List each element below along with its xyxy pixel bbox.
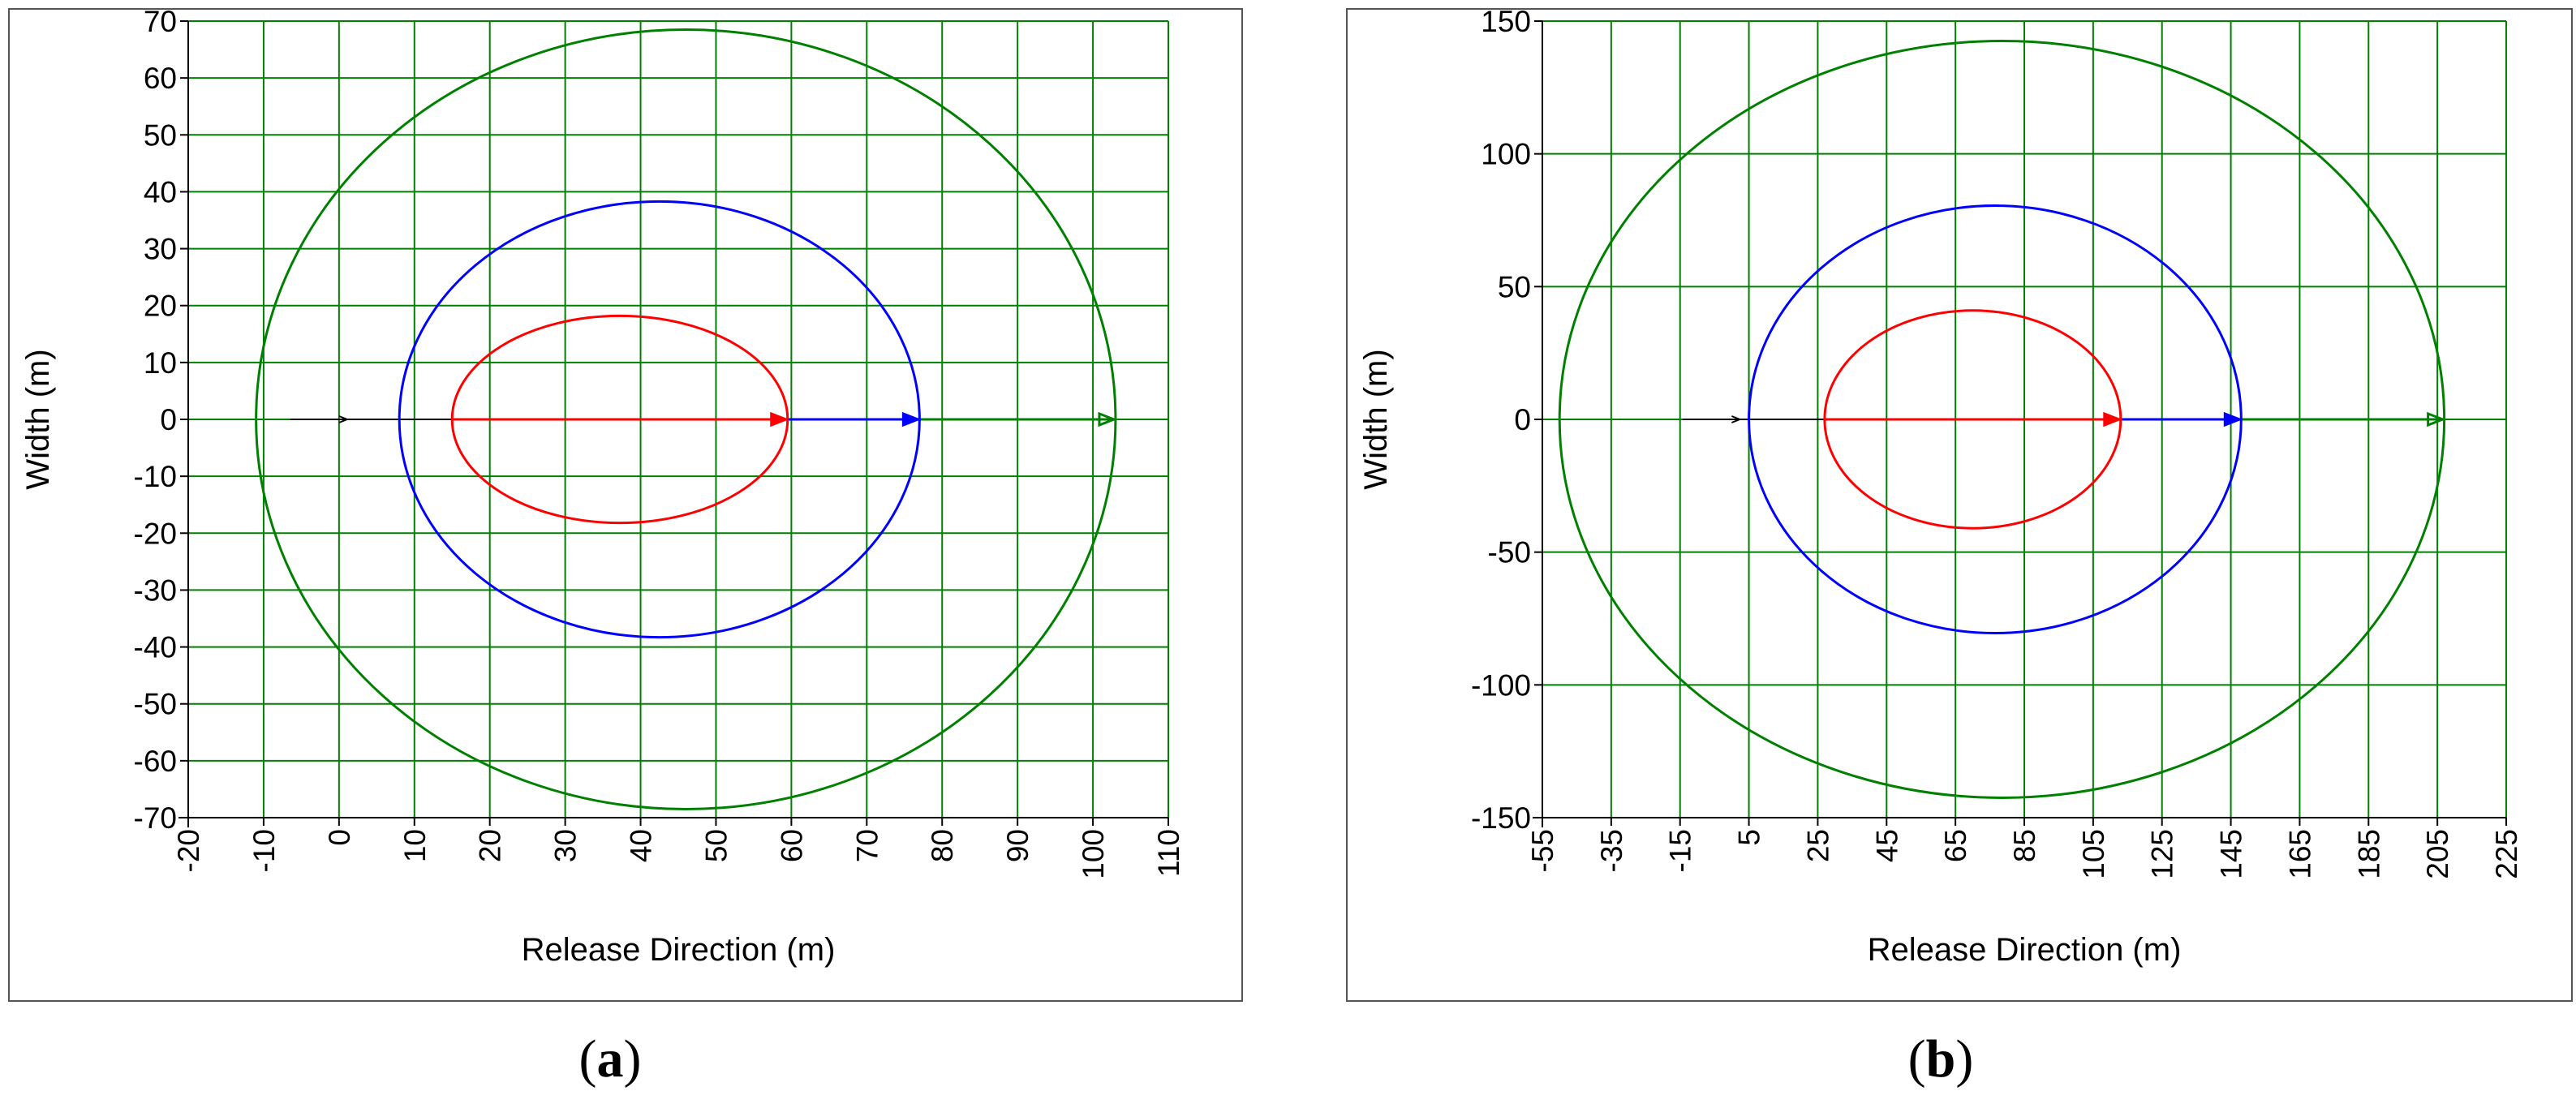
chart-a-arrow-1 [901, 411, 922, 427]
chart-a-ytick-label-9: 20 [144, 290, 177, 323]
chart-a-ytick-label-7: 0 [160, 403, 177, 436]
chart-a-xtick-label-9: 70 [850, 829, 884, 862]
caption-a-letter: a [596, 1029, 624, 1089]
chart-b: -150 -100 -50 0 50 100 150 -55 -35 -15 5 25 45 65 85 10… [1358, 10, 2523, 968]
caption-a: (a) [578, 1029, 642, 1089]
chart-b-arrow-0 [2103, 411, 2122, 427]
chart-b-ytick-label-6: 150 [1481, 10, 1531, 38]
chart-a-xtick-label-1: -10 [247, 829, 281, 872]
chart-a-ytick-label-0: -70 [134, 801, 177, 835]
chart-b-xtick-label-6: 65 [1939, 829, 1972, 862]
chart-a-ytick-label-5: -20 [134, 517, 177, 550]
chart-a-xtick-label-11: 90 [1001, 829, 1034, 862]
chart-a-xtick-label-6: 40 [625, 829, 658, 862]
chart-b-xtick-label-14: 225 [2490, 829, 2523, 879]
chart-a-ytick-label-2: -50 [134, 688, 177, 721]
chart-a-release-arrow [338, 415, 350, 423]
chart-b-xtick-label-12: 185 [2352, 829, 2385, 879]
chart-a-xtick-label-2: 0 [323, 829, 356, 846]
chart-a-ytick-label-10: 30 [144, 233, 177, 266]
chart-a-xtick-label-10: 80 [926, 829, 959, 862]
chart-a-ytick-label-12: 50 [144, 118, 177, 152]
chart-b-xtick-label-13: 205 [2421, 829, 2454, 879]
chart-b-xtick-label-2: -15 [1664, 829, 1697, 872]
chart-b-xtick-label-9: 125 [2146, 829, 2179, 879]
chart-b-xtick-label-11: 165 [2283, 829, 2316, 879]
chart-a: -70 -60 -50 -40 -30 -20 -10 0 10 20 30 40 50 60 70 -20 -… [20, 10, 1185, 968]
chart-b-ytick-label-4: 50 [1498, 270, 1531, 303]
chart-a-xtick-label-5: 30 [549, 829, 583, 862]
chart-a-ytick-label-4: -30 [134, 573, 177, 607]
chart-b-xtick-label-0: -55 [1526, 829, 1559, 872]
chart-a-ytick-label-6: -10 [134, 460, 177, 493]
chart-a-y-axis-label: Width (m) [20, 349, 56, 489]
chart-b-arrow-1 [2223, 411, 2243, 427]
caption-b-letter: b [1925, 1029, 1956, 1089]
chart-b-ytick-label-0: -150 [1471, 801, 1531, 835]
chart-b-ytick-label-3: 0 [1514, 403, 1531, 436]
chart-a-xtick-label-4: 20 [474, 829, 507, 862]
chart-b-xtick-label-1: -35 [1595, 829, 1628, 872]
chart-b-ytick-label-2: -50 [1488, 536, 1531, 569]
caption-b: (b) [1907, 1029, 1974, 1089]
chart-b-xtick-label-5: 45 [1870, 829, 1903, 862]
chart-a-xtick-label-13: 110 [1152, 829, 1185, 877]
chart-a-arrow-2 [1098, 411, 1118, 427]
chart-a-ytick-label-3: -40 [134, 631, 177, 664]
chart-a-ytick-label-8: 10 [144, 346, 177, 380]
chart-b-release-arrow [1731, 415, 1743, 423]
chart-panel-a: -70 -60 -50 -40 -30 -20 -10 0 10 20 30 40 50 60 70 -20 -… [8, 8, 1243, 1002]
chart-b-xtick-label-4: 25 [1801, 829, 1834, 862]
chart-a-xtick-label-12: 100 [1077, 829, 1110, 879]
chart-a-xtick-label-3: 10 [398, 829, 432, 862]
chart-a-x-axis-label: Release Direction (m) [522, 932, 836, 968]
chart-panel-b: -150 -100 -50 0 50 100 150 -55 -35 -15 5 25 45 65 85 10… [1346, 8, 2573, 1002]
chart-b-xtick-label-8: 105 [2077, 829, 2110, 879]
chart-a-xtick-label-0: -20 [172, 829, 205, 872]
chart-b-xtick-label-3: 5 [1733, 829, 1766, 846]
chart-b-ytick-label-1: -100 [1471, 668, 1531, 702]
chart-a-ytick-label-13: 60 [144, 62, 177, 95]
chart-b-arrow-2 [2427, 411, 2446, 427]
chart-b-x-axis-label: Release Direction (m) [1868, 932, 2182, 968]
chart-b-xtick-label-7: 85 [2008, 829, 2041, 862]
chart-b-ytick-label-5: 100 [1481, 138, 1531, 171]
chart-b-xtick-label-10: 145 [2215, 829, 2248, 879]
chart-a-ytick-label-1: -60 [134, 745, 177, 778]
chart-b-y-axis-label: Width (m) [1358, 349, 1394, 489]
chart-a-xtick-label-7: 50 [699, 829, 733, 862]
chart-a-ytick-label-14: 70 [144, 10, 177, 38]
chart-a-xtick-label-8: 60 [775, 829, 808, 862]
chart-a-ytick-label-11: 40 [144, 175, 177, 208]
chart-a-arrow-0 [770, 411, 789, 427]
